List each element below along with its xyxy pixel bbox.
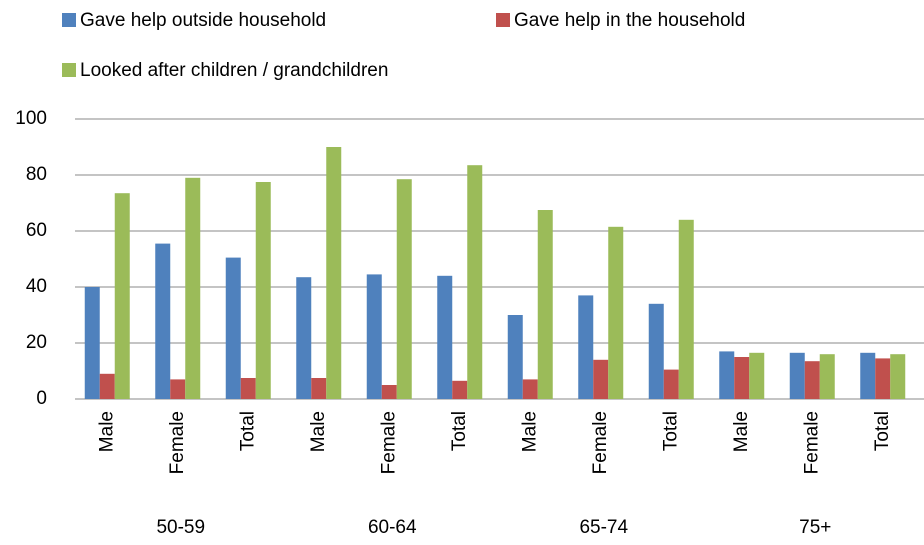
bar	[311, 378, 327, 399]
bar	[255, 182, 271, 399]
x-tick-label: Male	[731, 411, 752, 452]
bar	[381, 385, 397, 399]
bar	[663, 369, 679, 399]
bar	[437, 275, 453, 399]
bar	[225, 257, 241, 399]
bar	[170, 379, 186, 399]
bar	[240, 378, 256, 399]
y-tick-label: 0	[36, 388, 47, 409]
legend-swatch	[62, 63, 76, 77]
bar	[749, 352, 765, 399]
bar	[804, 361, 820, 399]
bar	[608, 226, 624, 399]
bar	[537, 210, 553, 399]
x-tick-label: Total	[237, 411, 258, 451]
x-tick-label: Total	[872, 411, 893, 451]
x-tick-label: Total	[660, 411, 681, 451]
x-tick-label: Female	[167, 411, 188, 474]
bar	[890, 354, 906, 399]
bar	[789, 352, 805, 399]
x-tick-label: Female	[378, 411, 399, 474]
y-tick-label: 40	[26, 276, 47, 297]
bar	[366, 274, 382, 399]
legend-swatch	[62, 13, 76, 27]
bar	[185, 177, 201, 399]
bar	[507, 315, 523, 399]
bar	[678, 219, 694, 399]
bar	[155, 243, 171, 399]
legend-label: Gave help outside household	[80, 10, 326, 31]
x-tick-label: Female	[590, 411, 611, 474]
x-tick-label: Male	[96, 411, 117, 452]
bar	[819, 354, 835, 399]
group-label: 60-64	[368, 517, 417, 538]
y-tick-label: 80	[26, 164, 47, 185]
bar	[578, 295, 594, 399]
bar	[522, 379, 538, 399]
group-label: 75+	[799, 517, 831, 538]
legend-label: Looked after children / grandchildren	[80, 60, 388, 81]
bar	[114, 193, 130, 399]
y-tick-label: 60	[26, 220, 47, 241]
x-tick-label: Male	[308, 411, 329, 452]
bar	[593, 359, 609, 399]
group-label: 50-59	[156, 517, 205, 538]
legend-swatch	[496, 13, 510, 27]
legend-label: Gave help in the household	[514, 10, 745, 31]
x-tick-label: Male	[519, 411, 540, 452]
bar	[99, 373, 115, 399]
bar	[860, 352, 876, 399]
bar	[467, 165, 483, 399]
y-tick-label: 100	[15, 108, 47, 129]
y-tick-label: 20	[26, 332, 47, 353]
x-tick-label: Total	[449, 411, 470, 451]
bar	[396, 179, 412, 399]
bar	[326, 147, 342, 399]
bar	[452, 380, 468, 399]
x-tick-label: Female	[801, 411, 822, 474]
bar	[734, 357, 750, 399]
bar	[84, 287, 100, 399]
bar	[719, 351, 735, 399]
group-label: 65-74	[579, 517, 628, 538]
bar	[648, 303, 664, 399]
bar	[875, 358, 891, 399]
bar	[296, 277, 312, 399]
